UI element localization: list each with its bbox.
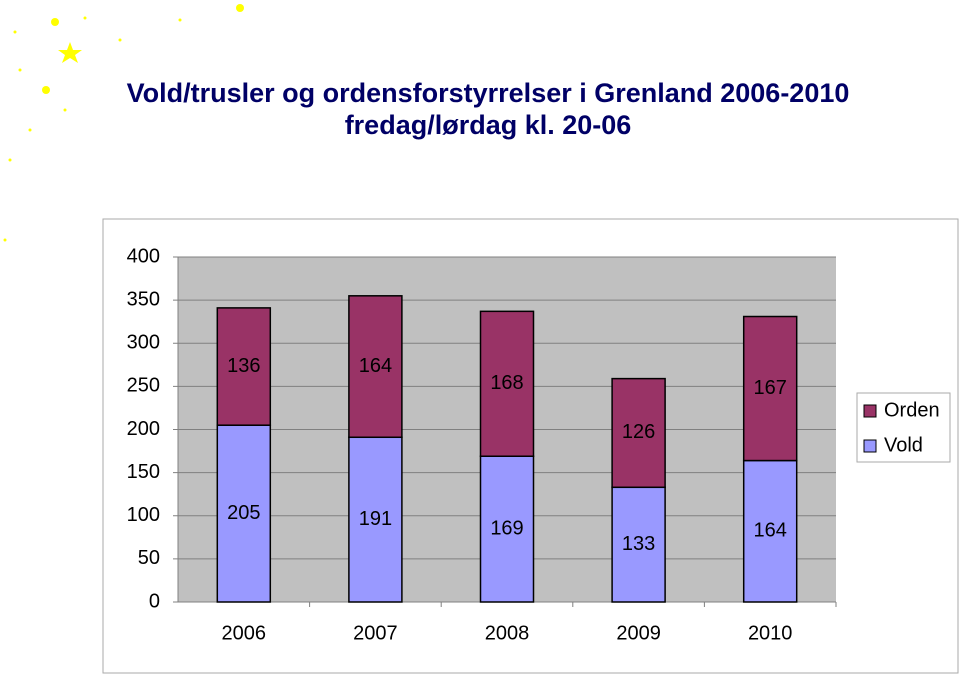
data-label: 164 bbox=[359, 355, 392, 377]
legend-swatch bbox=[863, 439, 877, 453]
bar-segment bbox=[479, 310, 535, 457]
y-tick-label: 0 bbox=[149, 590, 160, 612]
bar-segment bbox=[479, 455, 535, 603]
legend-label: Orden bbox=[884, 399, 940, 421]
data-label: 133 bbox=[622, 533, 655, 555]
bar-segment bbox=[216, 307, 272, 426]
y-tick-label: 400 bbox=[127, 245, 160, 267]
bar-segment bbox=[348, 436, 403, 603]
legend-label: Vold bbox=[884, 434, 923, 456]
x-tick-label: 2007 bbox=[353, 622, 398, 644]
data-label: 167 bbox=[754, 377, 787, 399]
y-tick-label: 300 bbox=[127, 332, 160, 354]
y-tick-label: 250 bbox=[127, 375, 160, 397]
x-tick-label: 2009 bbox=[616, 622, 661, 644]
x-tick-label: 2006 bbox=[222, 622, 267, 644]
chart-subtitle: fredag/lørdag kl. 20-06 bbox=[345, 110, 632, 140]
data-label: 169 bbox=[490, 517, 523, 539]
chart-title: Vold/trusler og ordensforstyrrelser i Gr… bbox=[127, 78, 850, 108]
data-label: 191 bbox=[359, 508, 392, 530]
bar-segment bbox=[742, 315, 798, 462]
x-tick-label: 2010 bbox=[748, 622, 793, 644]
bar-segment bbox=[611, 377, 666, 489]
data-label: 126 bbox=[622, 421, 655, 443]
y-tick-label: 350 bbox=[127, 288, 160, 310]
bar-segment bbox=[611, 486, 666, 603]
y-tick-label: 150 bbox=[127, 461, 160, 483]
data-label: 164 bbox=[754, 520, 787, 542]
y-tick-label: 50 bbox=[138, 547, 160, 569]
y-tick-label: 100 bbox=[127, 504, 160, 526]
decoration bbox=[3, 4, 244, 242]
bar-segment bbox=[742, 459, 798, 603]
x-tick-label: 2008 bbox=[485, 622, 530, 644]
data-label: 136 bbox=[227, 355, 260, 377]
y-tick-label: 200 bbox=[127, 418, 160, 440]
data-label: 205 bbox=[227, 502, 260, 524]
bar-segment bbox=[348, 295, 403, 439]
data-label: 168 bbox=[490, 372, 523, 394]
legend-swatch bbox=[863, 404, 877, 418]
